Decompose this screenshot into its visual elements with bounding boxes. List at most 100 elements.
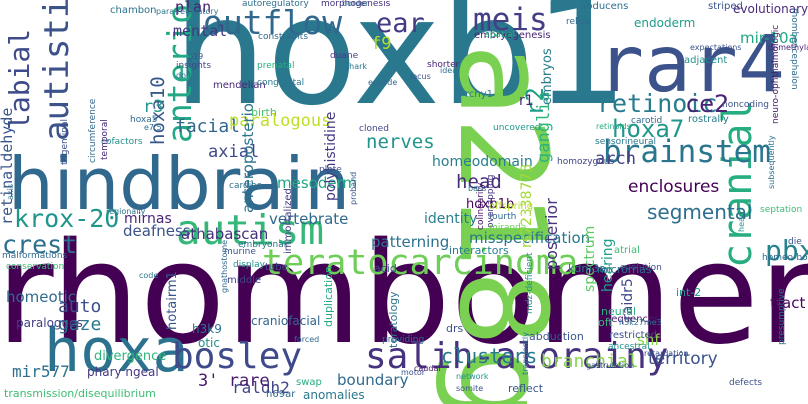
word: neuro-ophthalmologic [771, 24, 781, 124]
word: providing [382, 335, 425, 345]
word: mirnas [124, 211, 172, 227]
word: salih-alorainy [365, 336, 669, 377]
word: rar4 [597, 20, 785, 110]
word: die [788, 237, 802, 247]
word: athabascan [181, 225, 269, 243]
word: septation [760, 205, 803, 215]
word: para-regulatory [156, 7, 219, 16]
word: rostrally [688, 114, 729, 125]
word: plate [319, 165, 342, 175]
word: segmental [647, 200, 753, 224]
word: pbx [765, 234, 808, 267]
word: bass [468, 184, 487, 193]
word: motor [401, 368, 426, 377]
word: network [456, 372, 489, 381]
word: birth [251, 106, 277, 119]
word: phary ngeal [87, 365, 159, 379]
word: interactors [449, 244, 509, 257]
word: divergence [94, 349, 167, 364]
word: bosley [172, 336, 303, 377]
word: otic [198, 336, 220, 350]
word: autism [176, 206, 325, 254]
word: gnathostome [220, 239, 229, 293]
word: carotid [631, 116, 663, 126]
word: neural [601, 305, 637, 318]
word: cloned [359, 124, 389, 134]
word: r3 [143, 97, 164, 117]
word: retinoids [596, 122, 631, 131]
word: f9 [371, 34, 392, 54]
word: abduction [529, 330, 584, 343]
word: spatial [485, 30, 515, 40]
word: murine [224, 247, 256, 257]
word: restricted [609, 330, 657, 341]
word: embryogenesis [474, 30, 551, 41]
word: mendelian [213, 80, 266, 91]
word: duane [330, 51, 359, 61]
word: 3' rare [198, 371, 270, 391]
word: auto [58, 296, 102, 317]
word: heart [737, 210, 746, 232]
word: morphogenesis [321, 0, 391, 9]
word: uncovered [493, 123, 541, 133]
word: mental [173, 22, 228, 40]
word: subsequently [767, 135, 776, 189]
word: trigeminal [60, 119, 70, 165]
word: mir-10a [740, 29, 798, 47]
word: hoxa7 [612, 115, 685, 143]
word: paralogous [229, 111, 332, 131]
word: offspring [489, 201, 534, 212]
word: ear [376, 8, 425, 39]
word: rhombomere [0, 213, 808, 376]
word: misspecification [469, 229, 591, 247]
word: defects [729, 378, 763, 388]
word: middle [227, 275, 262, 286]
word: axis [6, 183, 15, 200]
word: prenatal [257, 61, 295, 71]
word: drs [446, 322, 464, 335]
word: paralogues [16, 316, 83, 330]
word: circumference [88, 98, 98, 163]
word: swap [296, 377, 322, 388]
word: transiently [521, 332, 530, 375]
word: miranda [489, 223, 527, 233]
word: shark [345, 62, 368, 71]
word: regionally [106, 207, 146, 216]
word: doile [176, 71, 196, 80]
word: shorter [427, 60, 460, 70]
word: di-methylation [768, 43, 808, 52]
word: presumptive [777, 288, 787, 345]
word: homeodomain [432, 154, 533, 170]
word: crest [2, 230, 78, 259]
word: noncoding [722, 100, 769, 110]
word: hindbrain [8, 142, 351, 226]
word: abducens [580, 1, 629, 12]
word: chambon [110, 5, 157, 16]
word: malformations [2, 251, 68, 261]
word: expectations [690, 43, 742, 52]
word: hoxb1b [466, 197, 515, 212]
word: anomalies [303, 388, 365, 402]
word: autoregulatory [242, 0, 309, 9]
word: proband [349, 171, 358, 205]
word: r1 [519, 93, 534, 109]
word: head [456, 171, 502, 193]
word: relies [566, 17, 591, 27]
word: idea [440, 66, 458, 75]
word: gastrulation [586, 361, 635, 370]
word: duplication [322, 266, 335, 327]
word: atrial [614, 245, 640, 256]
word: meis [473, 2, 548, 38]
word: tube [265, 262, 288, 273]
word: conservation [6, 262, 65, 272]
word: hoxb1 [173, 0, 629, 138]
word: embryonal [238, 240, 287, 250]
word: temporal [100, 119, 110, 160]
word: h69ar [266, 389, 296, 400]
word: nerves [366, 131, 435, 153]
word: spectrum [582, 225, 598, 292]
word: territory [648, 349, 718, 369]
word: micrornas [597, 263, 652, 276]
word: constraints [258, 32, 309, 42]
